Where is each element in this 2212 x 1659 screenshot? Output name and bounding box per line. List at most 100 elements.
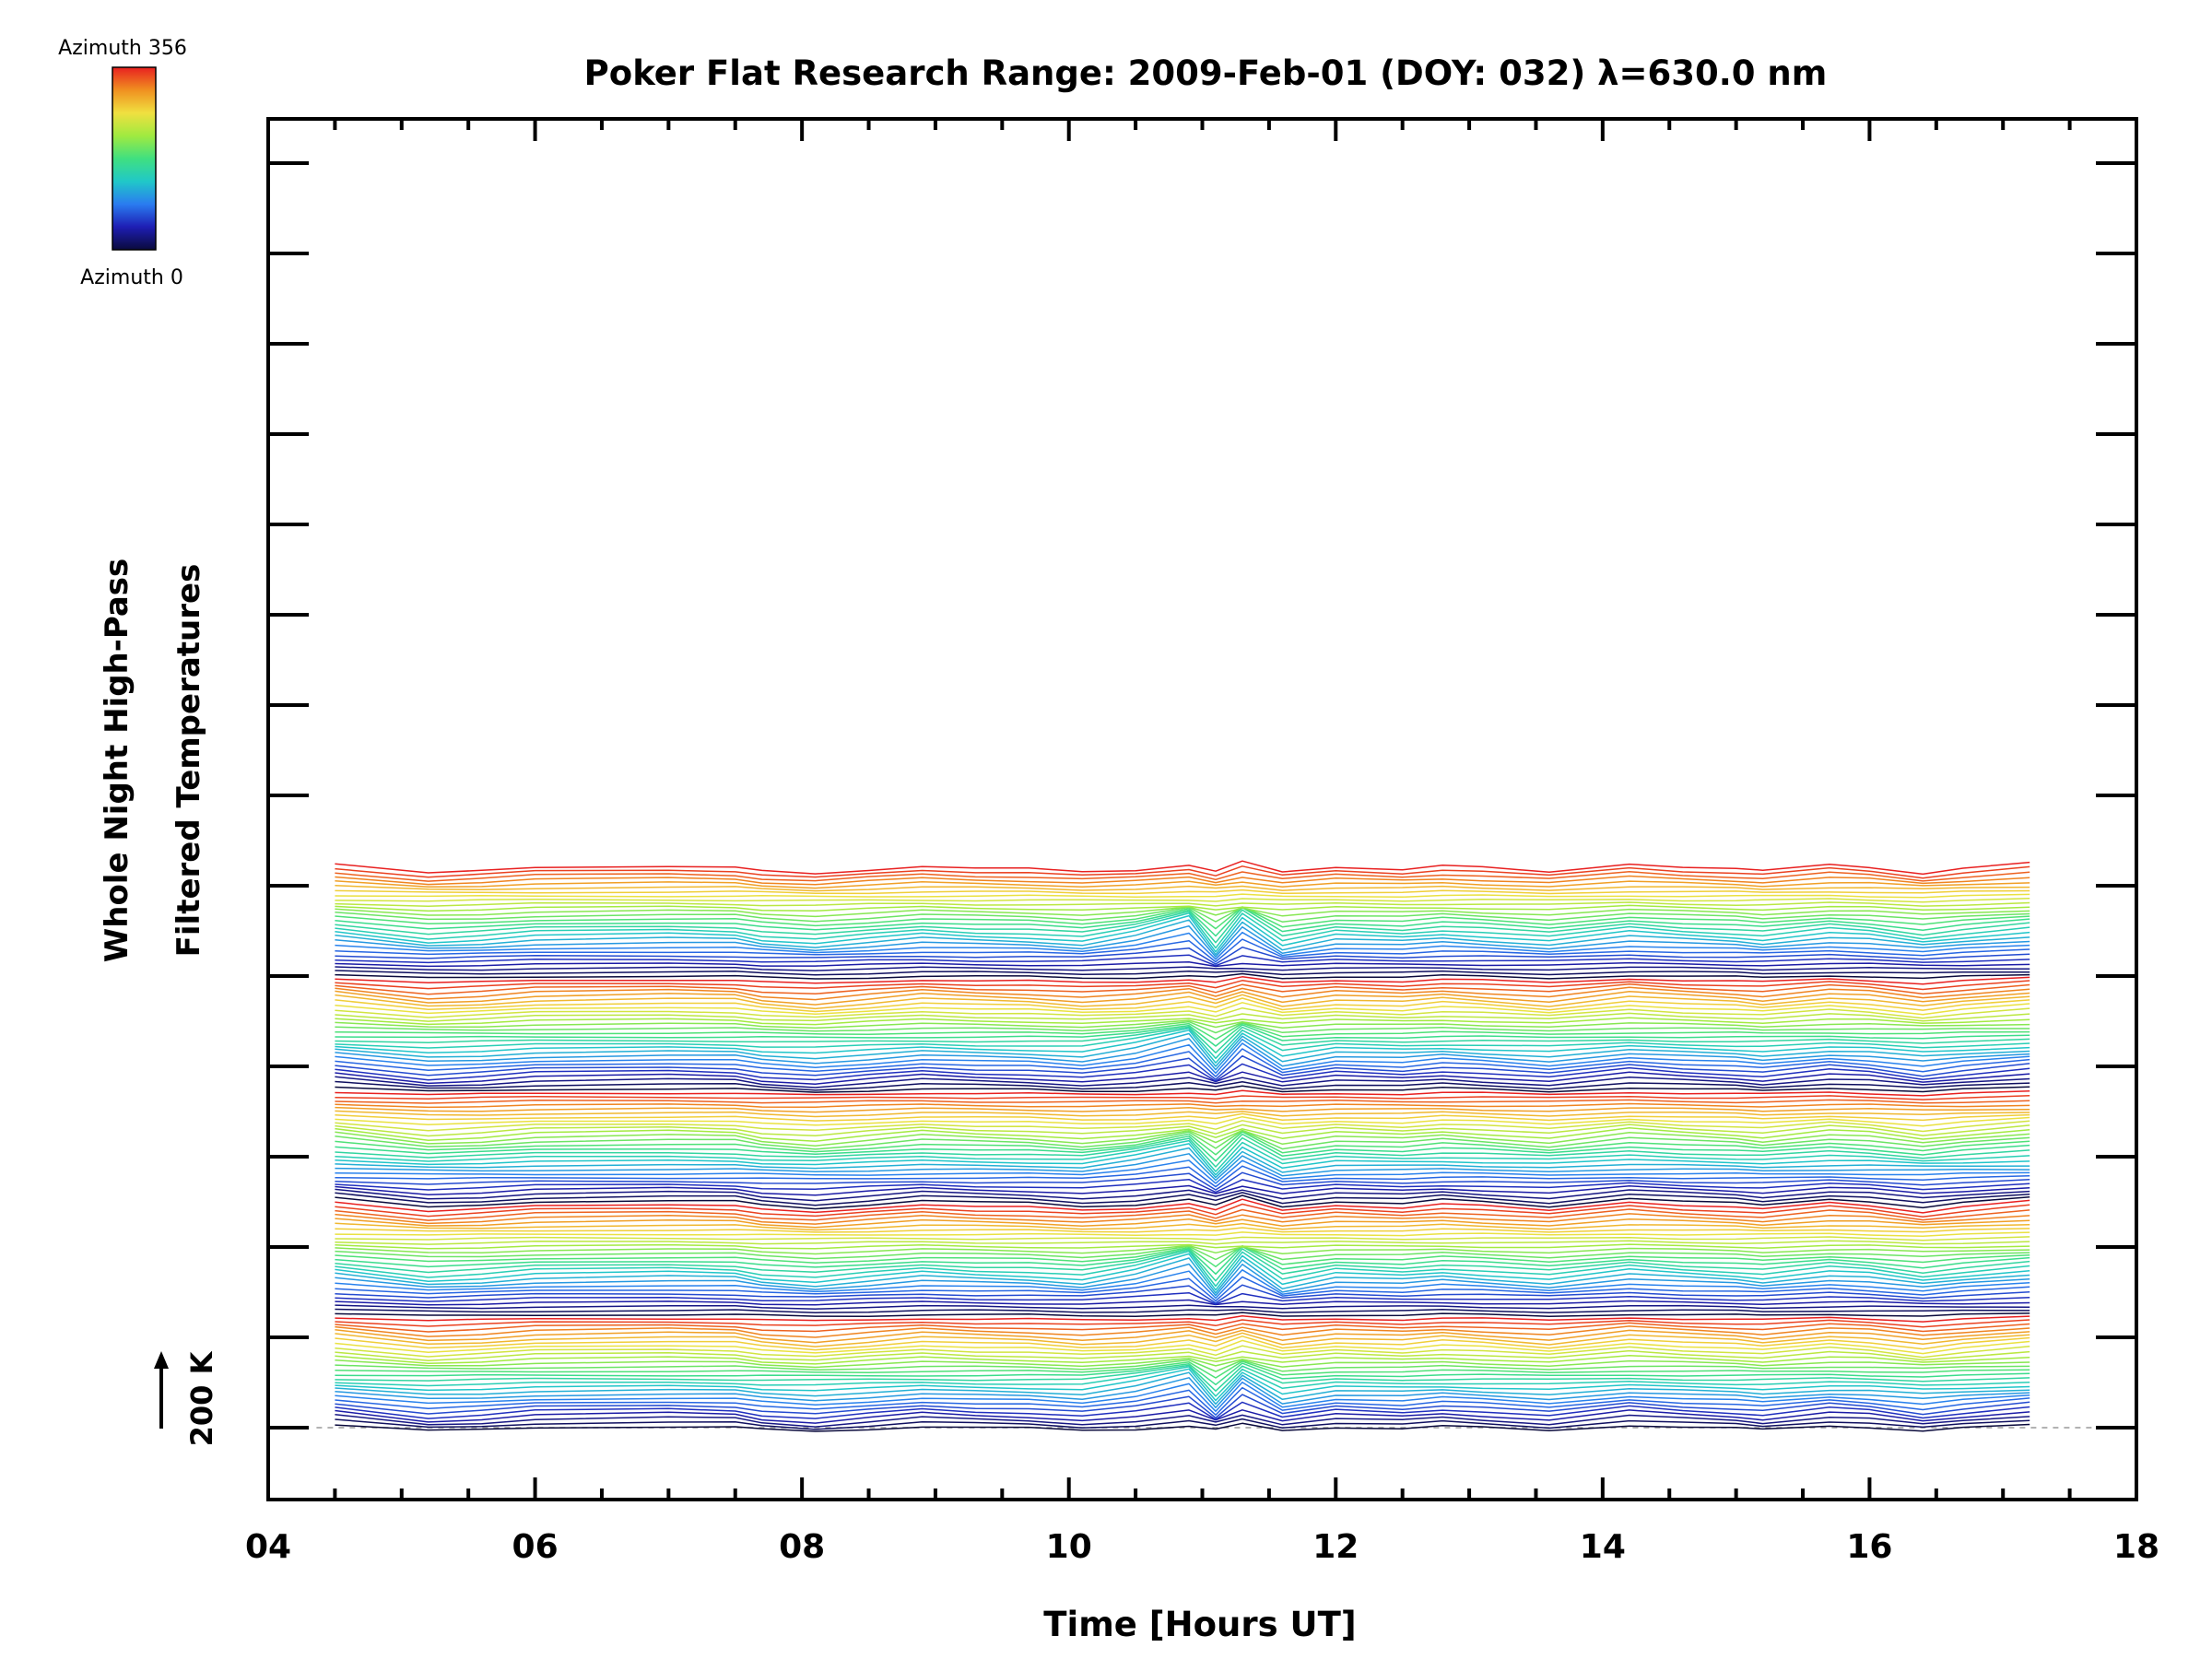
series-line-99 bbox=[335, 1020, 2030, 1034]
series-line-35 bbox=[335, 1269, 2030, 1300]
series-line-117 bbox=[335, 946, 2030, 965]
x-tick-label: 04 bbox=[245, 1528, 291, 1566]
series-line-112 bbox=[335, 972, 2030, 980]
series-line-98 bbox=[335, 1022, 2030, 1041]
series-line-67 bbox=[335, 1139, 2030, 1172]
series-line-57 bbox=[335, 1192, 2030, 1206]
series-line-116 bbox=[335, 954, 2030, 967]
colorbar-top-label: Azimuth 356 bbox=[58, 37, 187, 60]
series-line-17 bbox=[335, 1354, 2030, 1365]
series-line-131 bbox=[335, 897, 2030, 903]
series-line-45 bbox=[335, 1243, 2030, 1250]
series-line-3 bbox=[335, 1409, 2030, 1424]
series-line-60 bbox=[335, 1178, 2030, 1194]
series-line-87 bbox=[335, 1071, 2030, 1085]
series-line-86 bbox=[335, 1076, 2030, 1088]
series-line-75 bbox=[335, 1120, 2030, 1133]
series-line-78 bbox=[335, 1110, 2030, 1118]
y-axis-label-line-2: Filtered Temperatures bbox=[171, 564, 207, 958]
series-line-70 bbox=[335, 1131, 2030, 1156]
series-line-71 bbox=[335, 1130, 2030, 1150]
series-line-23 bbox=[335, 1328, 2030, 1344]
series-line-93 bbox=[335, 1032, 2030, 1067]
series-line-76 bbox=[335, 1115, 2030, 1127]
series-line-68 bbox=[335, 1136, 2030, 1168]
series-line-52 bbox=[335, 1213, 2030, 1225]
series-line-6 bbox=[335, 1386, 2030, 1416]
series-line-128 bbox=[335, 906, 2030, 918]
series-line-11 bbox=[335, 1366, 2030, 1397]
series-line-27 bbox=[335, 1315, 2030, 1323]
series-line-25 bbox=[335, 1322, 2030, 1333]
plot-frame bbox=[266, 117, 2138, 1501]
x-axis-label: Time [Hours UT] bbox=[1043, 1605, 1356, 1644]
series-line-126 bbox=[335, 906, 2030, 930]
series-line-129 bbox=[335, 904, 2030, 912]
series-line-134 bbox=[335, 885, 2030, 892]
series-line-65 bbox=[335, 1147, 2030, 1179]
series-line-120 bbox=[335, 924, 2030, 958]
series-line-49 bbox=[335, 1227, 2030, 1233]
colorbar-bottom-label: Azimuth 0 bbox=[80, 266, 183, 289]
series-line-81 bbox=[335, 1099, 2030, 1104]
series-line-12 bbox=[335, 1364, 2030, 1392]
series-line-22 bbox=[335, 1332, 2030, 1347]
x-tick-label: 12 bbox=[1312, 1528, 1359, 1566]
series-line-8 bbox=[335, 1377, 2030, 1408]
series-line-5 bbox=[335, 1394, 2030, 1419]
series-line-85 bbox=[335, 1080, 2030, 1091]
series-line-74 bbox=[335, 1124, 2030, 1137]
series-line-122 bbox=[335, 914, 2030, 953]
series-line-24 bbox=[335, 1325, 2030, 1338]
series-line-36 bbox=[335, 1263, 2030, 1297]
series-line-105 bbox=[335, 997, 2030, 1013]
series-line-59 bbox=[335, 1184, 2030, 1196]
series-line-40 bbox=[335, 1248, 2030, 1282]
series-line-38 bbox=[335, 1253, 2030, 1291]
series-line-102 bbox=[335, 1012, 2030, 1022]
series-line-20 bbox=[335, 1339, 2030, 1355]
series-line-104 bbox=[335, 1002, 2030, 1016]
series-line-136 bbox=[335, 875, 2030, 886]
series-line-29 bbox=[335, 1308, 2030, 1313]
series-line-21 bbox=[335, 1335, 2030, 1351]
series-line-90 bbox=[335, 1048, 2030, 1077]
series-line-97 bbox=[335, 1024, 2030, 1047]
series-line-88 bbox=[335, 1063, 2030, 1082]
series-line-63 bbox=[335, 1159, 2030, 1184]
series-line-72 bbox=[335, 1129, 2030, 1147]
series-line-121 bbox=[335, 919, 2030, 956]
series-line-119 bbox=[335, 931, 2030, 960]
series-line-19 bbox=[335, 1345, 2030, 1359]
series-line-31 bbox=[335, 1299, 2030, 1306]
series-line-62 bbox=[335, 1165, 2030, 1188]
scale-arrow-head bbox=[154, 1351, 169, 1369]
series-line-109 bbox=[335, 983, 2030, 995]
series-line-56 bbox=[335, 1194, 2030, 1210]
series-line-33 bbox=[335, 1284, 2030, 1304]
series-line-46 bbox=[335, 1240, 2030, 1245]
series-line-125 bbox=[335, 906, 2030, 937]
series-line-106 bbox=[335, 994, 2030, 1010]
series-line-80 bbox=[335, 1102, 2030, 1109]
series-line-14 bbox=[335, 1360, 2030, 1379]
series-line-79 bbox=[335, 1106, 2030, 1113]
series-line-100 bbox=[335, 1019, 2030, 1030]
series-line-32 bbox=[335, 1291, 2030, 1305]
series-line-95 bbox=[335, 1027, 2030, 1060]
series-line-13 bbox=[335, 1362, 2030, 1386]
series-line-123 bbox=[335, 912, 2030, 949]
series-line-37 bbox=[335, 1257, 2030, 1294]
x-tick-label: 14 bbox=[1580, 1528, 1626, 1566]
series-line-47 bbox=[335, 1236, 2030, 1241]
series-line-115 bbox=[335, 960, 2030, 968]
series-line-16 bbox=[335, 1357, 2030, 1369]
series-line-0 bbox=[335, 1422, 2030, 1432]
series-line-50 bbox=[335, 1222, 2030, 1231]
series-line-26 bbox=[335, 1319, 2030, 1328]
series-line-2 bbox=[335, 1413, 2030, 1428]
series-line-135 bbox=[335, 880, 2030, 889]
series-line-73 bbox=[335, 1127, 2030, 1142]
series-line-139 bbox=[335, 860, 2030, 876]
series-line-96 bbox=[335, 1026, 2030, 1053]
